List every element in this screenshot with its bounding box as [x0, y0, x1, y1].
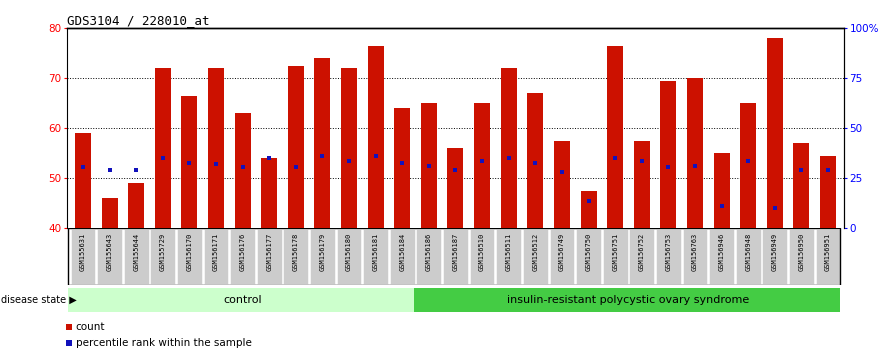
Bar: [500, 68, 516, 228]
Bar: [687, 78, 703, 228]
Bar: [762, 229, 788, 284]
Bar: [155, 68, 171, 228]
Bar: [395, 108, 411, 228]
Text: control: control: [223, 295, 262, 305]
Bar: [740, 103, 756, 228]
Bar: [714, 153, 729, 228]
Text: GDS3104 / 228010_at: GDS3104 / 228010_at: [67, 14, 210, 27]
Bar: [820, 156, 836, 228]
Text: GSM156181: GSM156181: [373, 232, 379, 270]
Bar: [310, 229, 335, 284]
Bar: [496, 229, 521, 284]
Text: GSM156176: GSM156176: [240, 232, 246, 270]
Bar: [128, 183, 144, 228]
Bar: [101, 198, 117, 228]
Text: GSM155643: GSM155643: [107, 232, 113, 270]
Text: GSM156946: GSM156946: [719, 232, 724, 270]
Bar: [448, 148, 463, 228]
Text: GSM156187: GSM156187: [453, 232, 458, 270]
Bar: [528, 93, 544, 228]
Bar: [70, 229, 95, 284]
Text: GSM156510: GSM156510: [479, 232, 485, 270]
Text: GSM156171: GSM156171: [213, 232, 219, 270]
Text: GSM156763: GSM156763: [692, 232, 698, 270]
Bar: [816, 229, 840, 284]
Bar: [234, 113, 250, 228]
Text: count: count: [76, 321, 105, 332]
Text: disease state ▶: disease state ▶: [1, 295, 77, 305]
Text: GSM155729: GSM155729: [159, 232, 166, 270]
Bar: [576, 229, 601, 284]
Bar: [421, 103, 437, 228]
Bar: [204, 229, 228, 284]
Text: GSM156180: GSM156180: [346, 232, 352, 270]
Text: GSM156512: GSM156512: [532, 232, 538, 270]
Bar: [123, 229, 149, 284]
Text: GSM156179: GSM156179: [320, 232, 325, 270]
Bar: [288, 66, 304, 228]
Bar: [417, 229, 441, 284]
Bar: [789, 229, 814, 284]
Bar: [97, 229, 122, 284]
Bar: [656, 229, 681, 284]
Text: GSM155644: GSM155644: [133, 232, 139, 270]
Text: GSM155631: GSM155631: [80, 232, 86, 270]
Text: GSM156178: GSM156178: [292, 232, 299, 270]
Bar: [629, 229, 654, 284]
Bar: [523, 229, 548, 284]
Text: GSM156951: GSM156951: [825, 232, 831, 270]
Text: GSM156753: GSM156753: [665, 232, 671, 270]
Bar: [607, 46, 623, 228]
Bar: [554, 141, 570, 228]
Bar: [390, 229, 415, 284]
Bar: [661, 81, 677, 228]
Text: GSM156511: GSM156511: [506, 232, 512, 270]
Bar: [151, 229, 175, 284]
Bar: [443, 229, 468, 284]
Bar: [363, 229, 388, 284]
Bar: [603, 229, 627, 284]
Text: GSM156177: GSM156177: [266, 232, 272, 270]
Bar: [736, 229, 760, 284]
Bar: [550, 229, 574, 284]
Bar: [470, 229, 494, 284]
Text: GSM156749: GSM156749: [559, 232, 565, 270]
Bar: [633, 141, 649, 228]
Bar: [261, 158, 278, 228]
Bar: [581, 191, 596, 228]
Text: GSM156948: GSM156948: [745, 232, 751, 270]
Text: GSM156184: GSM156184: [399, 232, 405, 270]
Bar: [230, 229, 255, 284]
Bar: [683, 229, 707, 284]
Text: insulin-resistant polycystic ovary syndrome: insulin-resistant polycystic ovary syndr…: [507, 295, 750, 305]
Bar: [337, 229, 361, 284]
Bar: [181, 96, 197, 228]
Bar: [414, 288, 840, 312]
Text: GSM156186: GSM156186: [426, 232, 432, 270]
Bar: [341, 68, 357, 228]
Bar: [75, 133, 91, 228]
Bar: [474, 103, 490, 228]
Bar: [284, 229, 308, 284]
Bar: [367, 46, 383, 228]
Bar: [315, 58, 330, 228]
Bar: [208, 68, 224, 228]
Text: GSM156751: GSM156751: [612, 232, 618, 270]
Bar: [794, 143, 810, 228]
Bar: [177, 229, 202, 284]
Bar: [257, 229, 282, 284]
Text: percentile rank within the sample: percentile rank within the sample: [76, 338, 251, 348]
Bar: [709, 229, 734, 284]
Text: GSM156750: GSM156750: [586, 232, 591, 270]
Bar: [766, 38, 783, 228]
Bar: [69, 288, 414, 312]
Text: GSM156950: GSM156950: [798, 232, 804, 270]
Text: GSM156170: GSM156170: [187, 232, 192, 270]
Text: GSM156752: GSM156752: [639, 232, 645, 270]
Text: GSM156949: GSM156949: [772, 232, 778, 270]
